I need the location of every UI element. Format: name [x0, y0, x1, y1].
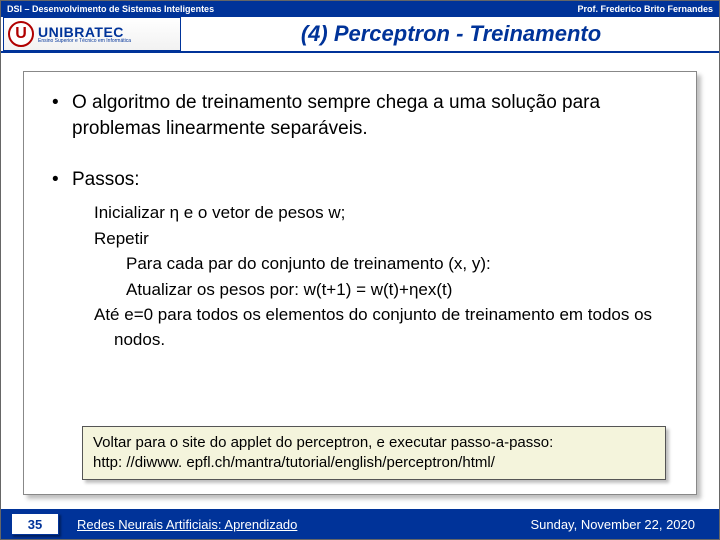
header-right: Prof. Frederico Brito Fernandes [577, 4, 713, 14]
slide: DSI – Desenvolvimento de Sistemas Inteli… [0, 0, 720, 540]
callout-line1: Voltar para o site do applet do perceptr… [93, 433, 655, 453]
step-4: Atualizar os pesos por: w(t+1) = w(t)+ηe… [94, 278, 672, 303]
slide-title: (4) Perceptron - Treinamento [183, 21, 719, 47]
footer-date: Sunday, November 22, 2020 [530, 517, 695, 532]
content-area: O algoritmo de treinamento sempre chega … [1, 53, 719, 495]
header-left: DSI – Desenvolvimento de Sistemas Inteli… [7, 4, 214, 14]
step-5-text: Até e=0 para todos os elementos do conju… [94, 303, 672, 352]
header-bar: DSI – Desenvolvimento de Sistemas Inteli… [1, 1, 719, 17]
logo-sub: Ensino Superior e Técnico em Informática [38, 39, 131, 44]
step-3: Para cada par do conjunto de treinamento… [94, 252, 672, 277]
content-box: O algoritmo de treinamento sempre chega … [23, 71, 697, 495]
callout-box: Voltar para o site do applet do perceptr… [82, 426, 666, 481]
logo-text: UNIBRATEC Ensino Superior e Técnico em I… [38, 25, 131, 44]
step-1: Inicializar η e o vetor de pesos w; [94, 201, 672, 226]
footer-bar: 35 Redes Neurais Artificiais: Aprendizad… [1, 509, 719, 539]
logo-box: U UNIBRATEC Ensino Superior e Técnico em… [3, 17, 181, 51]
logo-main: UNIBRATEC [38, 25, 131, 39]
callout-line2: http: //diwww. epfl.ch/mantra/tutorial/e… [93, 453, 655, 473]
step-2: Repetir [94, 227, 672, 252]
bullet-1: O algoritmo de treinamento sempre chega … [48, 90, 672, 141]
step-5: Até e=0 para todos os elementos do conju… [94, 303, 672, 352]
logo-icon: U [8, 21, 34, 47]
steps-block: Inicializar η e o vetor de pesos w; Repe… [48, 201, 672, 353]
bullet-2: Passos: [48, 167, 672, 193]
page-number: 35 [11, 513, 59, 535]
logo-row: U UNIBRATEC Ensino Superior e Técnico em… [1, 17, 719, 53]
footer-title: Redes Neurais Artificiais: Aprendizado [77, 517, 297, 532]
